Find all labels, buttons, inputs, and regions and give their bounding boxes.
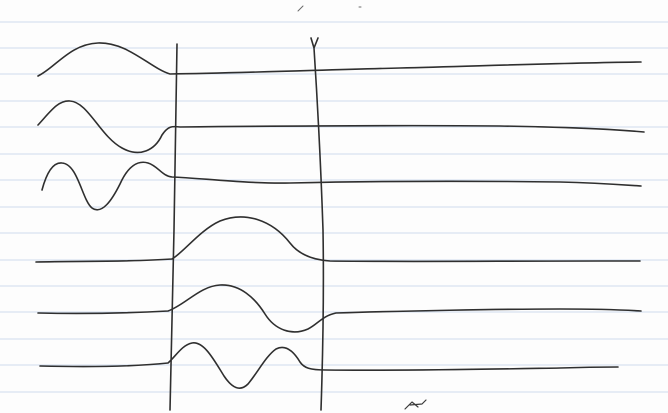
vertical-divider-right	[310, 37, 325, 411]
waveform-5	[37, 284, 642, 333]
stray-mark	[297, 5, 304, 12]
waveform-1	[37, 42, 642, 77]
waveform-2	[37, 100, 645, 154]
doodle-mark	[404, 399, 427, 410]
vertical-divider-left	[169, 43, 178, 411]
waveform-3	[41, 161, 642, 211]
waveform-6	[39, 342, 619, 389]
ruled-lines	[0, 21, 668, 393]
waveform-4	[35, 216, 641, 263]
